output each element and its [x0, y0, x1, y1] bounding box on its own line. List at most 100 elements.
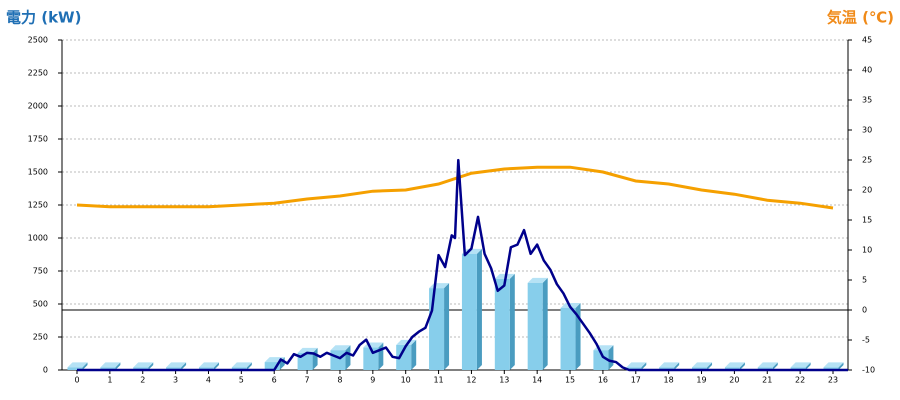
x-tick-label: 13 — [499, 376, 509, 385]
x-tick-label: 4 — [206, 376, 211, 385]
bar — [461, 253, 477, 370]
y-tick-label: 2500 — [28, 36, 48, 45]
y-tick-label: 750 — [33, 267, 48, 276]
bar-side — [707, 362, 713, 370]
y2-tick-label: -5 — [862, 336, 870, 345]
bar-top — [692, 362, 713, 368]
bar-side — [805, 362, 811, 370]
power-line — [77, 158, 848, 372]
x-tick-label: 15 — [565, 376, 575, 385]
bar-side — [838, 362, 844, 370]
bar — [67, 367, 83, 370]
bar — [626, 367, 642, 370]
bar-side — [181, 362, 187, 370]
bar — [757, 367, 773, 370]
x-tick-label: 20 — [729, 376, 739, 385]
y-tick-label: 2000 — [28, 102, 48, 111]
x-tick-label: 8 — [337, 376, 342, 385]
x-tick-label: 22 — [795, 376, 805, 385]
bar — [166, 367, 182, 370]
bar-top — [330, 345, 351, 351]
bar — [823, 367, 839, 370]
y2-tick-label: -10 — [862, 366, 875, 375]
y-tick-label: 1250 — [28, 201, 48, 210]
bar — [231, 367, 247, 370]
bar-top — [823, 362, 844, 368]
x-tick-label: 10 — [401, 376, 411, 385]
y-tick-label: 500 — [33, 300, 48, 309]
x-tick-label: 11 — [433, 376, 443, 385]
bar — [560, 307, 576, 370]
bar — [330, 350, 346, 370]
y2-tick-label: 15 — [862, 216, 872, 225]
bar-top — [659, 362, 680, 368]
x-tick-label: 9 — [370, 376, 375, 385]
bar-side — [772, 362, 778, 370]
y2-tick-label: 30 — [862, 126, 872, 135]
bar — [593, 350, 609, 370]
y2-axis-title: 気温 (℃) — [827, 9, 894, 27]
bar-side — [542, 277, 548, 370]
bar-side — [82, 362, 88, 370]
x-tick-label: 23 — [828, 376, 838, 385]
y-tick-label: 1750 — [28, 135, 48, 144]
y-tick-label: 2250 — [28, 69, 48, 78]
x-tick-label: 16 — [598, 376, 608, 385]
y2-tick-label: 40 — [862, 66, 872, 75]
bar-top — [527, 277, 548, 283]
bar-side — [444, 283, 450, 370]
bar-side — [213, 362, 219, 370]
bar-side — [476, 248, 482, 370]
bar — [100, 367, 116, 370]
y2-tick-label: 5 — [862, 276, 867, 285]
bar-top — [166, 362, 187, 368]
bar-side — [115, 362, 121, 370]
x-tick-label: 6 — [272, 376, 277, 385]
bar-side — [674, 362, 680, 370]
x-tick-label: 17 — [631, 376, 641, 385]
x-tick-label: 0 — [74, 376, 79, 385]
y2-tick-label: 10 — [862, 246, 872, 255]
y2-tick-label: 0 — [862, 306, 867, 315]
x-tick-label: 19 — [696, 376, 706, 385]
y2-tick-label: 25 — [862, 156, 872, 165]
bar-side — [608, 345, 614, 370]
x-tick-label: 7 — [305, 376, 310, 385]
bar — [494, 278, 510, 370]
y2-tick-label: 20 — [862, 186, 872, 195]
y-axis-title: 電力 (kW) — [6, 9, 81, 27]
x-tick-label: 12 — [466, 376, 476, 385]
x-tick-label: 21 — [762, 376, 772, 385]
bar — [527, 282, 543, 370]
bar-top — [724, 362, 745, 368]
x-tick-label: 1 — [107, 376, 112, 385]
y2-tick-label: 45 — [862, 36, 872, 45]
x-tick-label: 2 — [140, 376, 145, 385]
bar-top — [626, 362, 647, 368]
bar-top — [396, 339, 417, 345]
x-tick-label: 5 — [239, 376, 244, 385]
bar-side — [739, 362, 745, 370]
bar-top — [231, 362, 252, 368]
bar-top — [67, 362, 88, 368]
bar-top — [790, 362, 811, 368]
y-tick-label: 1500 — [28, 168, 48, 177]
bar-side — [345, 345, 351, 370]
bar-top — [297, 347, 318, 353]
bar — [133, 367, 149, 370]
y-tick-label: 0 — [43, 366, 48, 375]
bar — [692, 367, 708, 370]
bar-top — [198, 362, 219, 368]
bar — [429, 288, 445, 370]
bar-side — [509, 273, 515, 370]
bar-side — [148, 362, 154, 370]
bar-top — [757, 362, 778, 368]
bar — [790, 367, 806, 370]
bar-top — [100, 362, 121, 368]
bar-top — [133, 362, 154, 368]
y-tick-label: 1000 — [28, 234, 48, 243]
bar-side — [246, 362, 252, 370]
bar — [264, 362, 280, 370]
